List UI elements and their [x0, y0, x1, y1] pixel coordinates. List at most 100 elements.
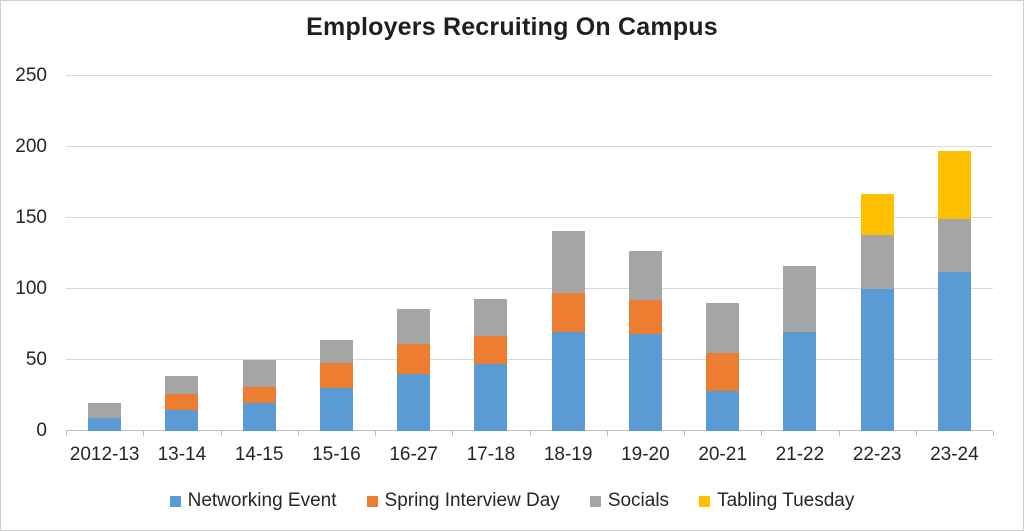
bar-slot-17-18: [452, 76, 529, 431]
x-tick-label-23-24: 23-24: [930, 444, 979, 465]
legend-swatch-socials: [589, 495, 601, 507]
bar-segment-socials: [397, 308, 431, 345]
x-tick-label-21-22: 21-22: [775, 444, 825, 465]
x-axis-tick: [220, 431, 222, 436]
bar-segment-networking-event: [937, 271, 971, 431]
bar-segment-networking-event: [242, 402, 276, 431]
x-tick-label-14-15: 14-15: [234, 444, 284, 465]
bar-segment-networking-event: [88, 418, 122, 431]
x-tick-label-15-16: 15-16: [312, 444, 361, 465]
bar-segment-socials: [242, 360, 276, 387]
bar-slot-15-16: [298, 76, 375, 431]
legend-label: Networking Event: [187, 490, 337, 511]
bar-segment-networking-event: [706, 391, 740, 431]
stacked-bar-23-24: [937, 151, 971, 431]
bar-segment-tabling-tuesday: [937, 151, 971, 220]
bar-segment-socials: [474, 298, 508, 336]
bar-segment-spring-interview-day: [242, 387, 276, 403]
bar-slot-19-20: [607, 76, 684, 431]
bar-slot-14-15: [221, 76, 298, 431]
gridline-50: [66, 359, 993, 360]
bar-slot-20-21: [684, 76, 761, 431]
y-tick-label-50: 50: [25, 349, 47, 370]
bar-segment-socials: [88, 402, 122, 419]
x-axis-tick: [452, 431, 454, 436]
stacked-bar-16-27: [397, 308, 431, 431]
x-axis-tick: [993, 431, 994, 436]
y-tick-label-100: 100: [15, 278, 47, 299]
bar-segment-networking-event: [397, 374, 431, 431]
legend-item-socials: Socials: [589, 490, 670, 512]
legend-item-tabling-tuesday: Tabling Tuesday: [699, 490, 854, 512]
bar-segment-tabling-tuesday: [860, 193, 894, 236]
gridline-150: [66, 217, 993, 218]
x-axis-tick: [375, 431, 376, 436]
bar-segment-socials: [319, 340, 353, 363]
plot-area: [66, 75, 994, 436]
bar-segment-socials: [860, 235, 894, 289]
stacked-bar-2012-13: [88, 402, 122, 431]
x-tick-label-19-20: 19-20: [621, 444, 670, 465]
bar-segment-networking-event: [628, 334, 662, 431]
x-tick-label-20-21: 20-21: [698, 444, 747, 465]
legend-label: Socials: [607, 490, 670, 511]
y-tick-label-150: 150: [15, 207, 47, 228]
bar-segment-networking-event: [474, 364, 508, 431]
x-axis-line: [66, 430, 993, 431]
x-axis-tick: [838, 431, 840, 436]
bar-segment-socials: [706, 303, 740, 353]
x-axis-tick: [529, 431, 531, 436]
stacked-bar-13-14: [165, 375, 199, 431]
y-tick-label-250: 250: [15, 65, 47, 86]
legend: Networking Event Spring Interview Day Soci…: [1, 490, 1023, 512]
bar-slot-2012-13: [66, 76, 143, 431]
legend-swatch-spring-interview-day: [366, 495, 378, 507]
x-axis-tick: [761, 431, 763, 436]
legend-swatch-networking-event: [169, 495, 181, 507]
stacked-bar-15-16: [319, 340, 353, 431]
legend-label: Spring Interview Day: [384, 490, 560, 511]
x-axis-tick: [606, 431, 608, 436]
stacked-bar-21-22: [783, 266, 817, 431]
bar-slot-16-27: [375, 76, 452, 431]
bar-segment-spring-interview-day: [628, 300, 662, 335]
stacked-bar-17-18: [474, 298, 508, 431]
bar-slot-23-24: [916, 76, 993, 431]
bars-container: [66, 76, 993, 431]
bar-segment-spring-interview-day: [551, 293, 585, 332]
x-tick-label-2012-13: 2012-13: [69, 444, 140, 465]
stacked-bar-19-20: [628, 250, 662, 431]
x-tick-label-17-18: 17-18: [466, 444, 516, 465]
x-tick-label-16-27: 16-27: [389, 444, 438, 465]
bar-segment-socials: [551, 230, 585, 294]
gridline-250: [66, 75, 993, 76]
stacked-bar-22-23: [860, 193, 894, 431]
bar-slot-21-22: [761, 76, 838, 431]
gridline-100: [66, 288, 993, 289]
bar-segment-spring-interview-day: [319, 362, 353, 389]
bar-segment-socials: [628, 250, 662, 301]
legend-label: Tabling Tuesday: [717, 490, 855, 511]
bar-slot-22-23: [839, 76, 916, 431]
x-axis-tick: [297, 431, 299, 436]
bar-segment-spring-interview-day: [165, 394, 199, 410]
bar-segment-spring-interview-day: [474, 335, 508, 365]
chart-title: Employers Recruiting On Campus: [306, 13, 718, 41]
bar-segment-spring-interview-day: [397, 344, 431, 375]
x-axis-tick: [66, 431, 67, 436]
bar-slot-18-19: [530, 76, 607, 431]
x-axis-tick: [684, 431, 685, 436]
legend-item-spring-interview-day: Spring Interview Day: [366, 490, 560, 512]
y-tick-label-0: 0: [36, 420, 47, 441]
bar-segment-networking-event: [551, 331, 585, 431]
stacked-bar-14-15: [242, 360, 276, 431]
bar-segment-networking-event: [165, 409, 199, 431]
x-tick-label-18-19: 18-19: [543, 444, 593, 465]
bar-segment-networking-event: [860, 289, 894, 431]
x-axis-labels: 2012-13 13-14 14-15 15-16 16-27 17-18 18-19 19-…: [66, 444, 993, 466]
bar-segment-socials: [937, 219, 971, 272]
bar-segment-spring-interview-day: [706, 352, 740, 392]
x-axis-tick: [915, 431, 917, 436]
bar-segment-socials: [165, 375, 199, 395]
